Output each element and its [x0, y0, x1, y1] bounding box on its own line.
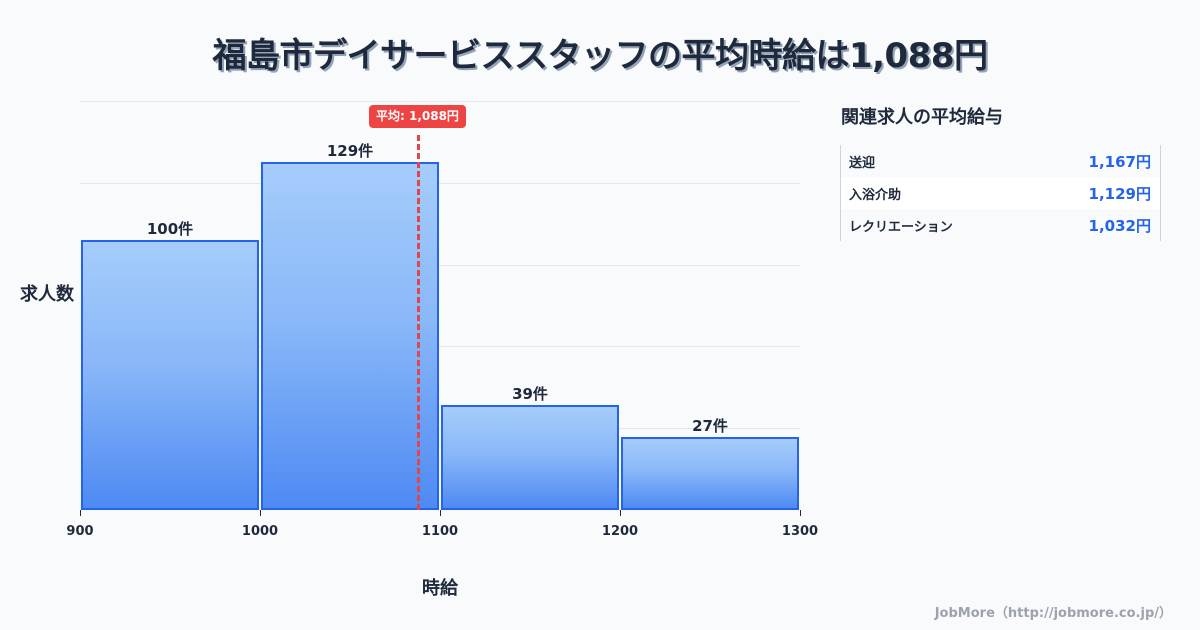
average-line — [417, 135, 420, 510]
average-badge: 平均: 1,088円 — [369, 105, 466, 128]
row-label: 入浴介助 — [849, 187, 902, 203]
histogram-bar — [441, 404, 619, 510]
gridline — [80, 428, 800, 429]
related-salary-row: 入浴介助 1,129円 — [841, 177, 1160, 209]
row-label: 送迎 — [849, 155, 876, 171]
footer-credit: JobMore（http://jobmore.co.jp/） — [934, 606, 1172, 621]
page-title: 福島市デイサービススタッフの平均時給は1,088円 — [212, 36, 988, 76]
histogram-chart: 求人数 100件 129件 39件 27件 900 1000 1100 1200 1300 平… — [20, 101, 819, 599]
bar-value-label: 100件 — [146, 220, 194, 238]
related-salary-row: 送迎 1,167円 — [841, 145, 1160, 177]
gridline — [80, 101, 800, 102]
histogram-bar — [261, 161, 439, 510]
gridline — [80, 265, 800, 266]
bar-value-label: 39件 — [512, 384, 548, 403]
x-tick — [440, 510, 441, 516]
x-tick — [260, 510, 261, 516]
x-tick — [80, 510, 81, 516]
x-tick — [800, 510, 801, 516]
x-tick-label: 900 — [66, 524, 94, 539]
x-tick — [620, 510, 621, 516]
histogram-bar — [621, 437, 799, 510]
bar-value-label: 27件 — [692, 417, 728, 436]
histogram-bar — [81, 240, 259, 510]
y-axis-label: 求人数 — [20, 284, 74, 305]
related-salary-row: レクリエーション 1,032円 — [841, 209, 1160, 241]
x-tick-label: 1300 — [781, 524, 819, 539]
related-salary-title: 関連求人の平均給与 — [841, 107, 1003, 128]
row-value: 1,129円 — [1088, 184, 1151, 203]
gridline — [80, 346, 800, 347]
x-tick-label: 1000 — [241, 524, 279, 539]
x-tick-label: 1100 — [421, 524, 459, 539]
row-value: 1,032円 — [1088, 216, 1151, 235]
bar-value-label: 129件 — [326, 141, 374, 160]
gridline — [80, 183, 800, 184]
related-salary-table: 送迎 1,167円 入浴介助 1,129円 レクリエーション 1,032円 — [840, 145, 1161, 241]
x-axis-label: 時給 — [422, 578, 458, 599]
x-tick-label: 1200 — [601, 524, 639, 539]
row-value: 1,167円 — [1088, 152, 1151, 171]
row-label: レクリエーション — [849, 219, 953, 235]
